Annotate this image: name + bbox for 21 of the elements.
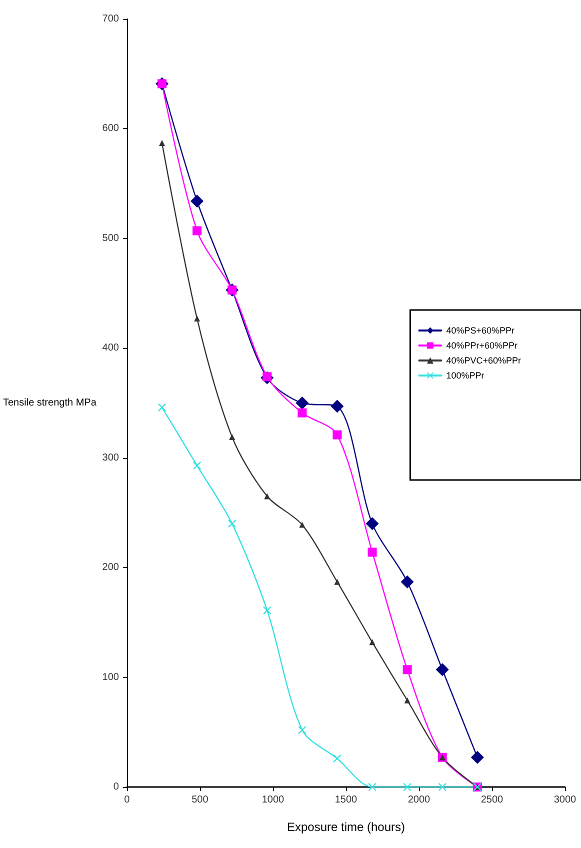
y-tick-label: 600 bbox=[102, 123, 120, 134]
legend-label: 100%PPr bbox=[446, 370, 484, 380]
y-tick-label: 0 bbox=[113, 782, 120, 792]
y-axis-title: Tensile strength MPa bbox=[3, 398, 97, 408]
legend-label: 40%PS+60%PPr bbox=[446, 326, 515, 336]
legend-label: 40%PVC+60%PPr bbox=[446, 356, 522, 366]
x-tick-label: 1500 bbox=[334, 794, 358, 806]
x-tick-label: 500 bbox=[192, 794, 209, 806]
y-tick-label: 400 bbox=[102, 342, 120, 354]
x-tick-label: 2500 bbox=[480, 794, 504, 806]
x-tick-label: 3000 bbox=[554, 794, 577, 806]
y-tick-label: 700 bbox=[102, 14, 120, 24]
x-tick-label: 0 bbox=[124, 794, 130, 806]
legend-label: 40%PPr+60%PPr bbox=[446, 340, 518, 350]
y-tick-label: 500 bbox=[102, 232, 120, 244]
y-tick-label: 300 bbox=[102, 452, 120, 464]
y-tick-label: 100 bbox=[102, 672, 120, 683]
y-tick-label: 200 bbox=[102, 562, 120, 574]
x-tick-label: 1000 bbox=[262, 794, 285, 806]
x-axis-title: Exposure time (hours) bbox=[286, 820, 406, 834]
x-tick-label: 2000 bbox=[408, 794, 431, 806]
